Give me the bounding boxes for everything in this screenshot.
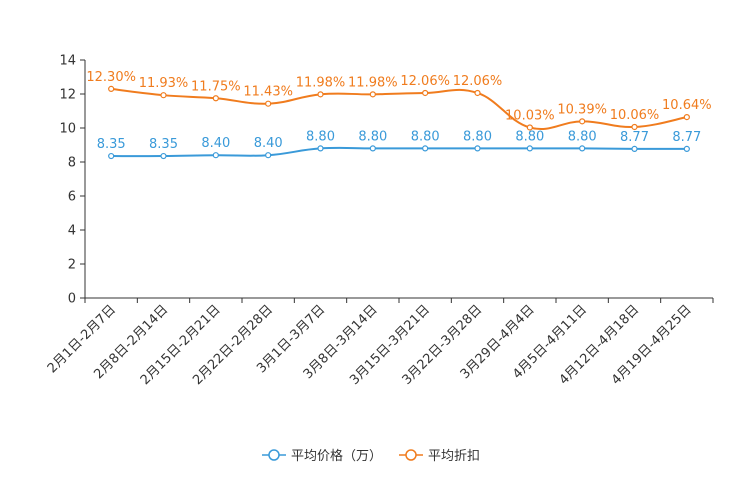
data-label: 11.98%	[296, 75, 346, 90]
data-point[interactable]	[579, 145, 586, 152]
data-label: 8.77	[620, 130, 649, 145]
legend[interactable]: 平均价格（万） 平均折扣	[262, 448, 480, 464]
y-tick-label: 4	[68, 224, 76, 239]
series-line-1	[111, 87, 688, 130]
y-tick-label: 2	[68, 258, 76, 273]
y-tick-label: 0	[68, 292, 76, 307]
data-point[interactable]	[422, 145, 429, 152]
series-line-0	[111, 146, 687, 158]
data-label: 8.80	[358, 129, 387, 144]
data-label: 10.06%	[610, 108, 660, 123]
data-label: 11.98%	[348, 75, 398, 90]
data-point[interactable]	[474, 89, 481, 97]
axes: 024681012142月1日-2月7日2月8日-2月14日2月15日-2月21…	[45, 54, 714, 388]
data-point[interactable]	[526, 124, 533, 131]
data-point[interactable]	[265, 152, 272, 159]
data-point[interactable]	[369, 145, 376, 152]
data-label: 8.77	[672, 130, 701, 145]
data-point[interactable]	[160, 152, 167, 160]
data-label: 8.80	[568, 129, 597, 144]
data-label: 11.43%	[243, 85, 293, 100]
data-point[interactable]	[317, 91, 324, 98]
legend-marker-icon	[405, 449, 417, 461]
data-label: 8.80	[463, 129, 492, 144]
y-tick-label: 6	[68, 190, 76, 205]
data-label: 12.30%	[86, 70, 136, 85]
legend-label: 平均价格（万）	[291, 448, 382, 464]
y-tick-label: 12	[59, 88, 76, 103]
data-label: 10.39%	[557, 102, 607, 117]
data-label: 10.03%	[505, 108, 555, 123]
data-point[interactable]	[160, 92, 167, 99]
data-label: 8.80	[515, 129, 544, 144]
data-label: 12.06%	[453, 74, 503, 89]
data-label: 11.93%	[139, 76, 189, 91]
data-point[interactable]	[631, 145, 638, 153]
legend-label: 平均折扣	[428, 449, 480, 464]
data-point[interactable]	[212, 152, 219, 159]
data-label: 8.40	[201, 136, 230, 151]
data-label: 12.06%	[400, 74, 450, 89]
y-tick-label: 8	[68, 156, 76, 171]
data-label: 8.80	[411, 129, 440, 144]
data-point[interactable]	[317, 145, 324, 152]
data-point[interactable]	[631, 123, 638, 131]
data-point[interactable]	[265, 100, 272, 107]
data-label: 11.75%	[191, 79, 241, 94]
legend-item-0[interactable]: 平均价格（万）	[262, 448, 382, 464]
data-point[interactable]	[108, 85, 115, 93]
data-point[interactable]	[683, 114, 690, 121]
legend-marker-icon	[268, 449, 280, 461]
data-point[interactable]	[108, 152, 115, 160]
data-point[interactable]	[579, 118, 586, 125]
data-label: 8.40	[254, 136, 283, 151]
y-tick-label: 14	[59, 54, 76, 69]
y-tick-label: 10	[59, 122, 76, 137]
data-point[interactable]	[474, 145, 481, 152]
data-label: 8.80	[306, 129, 335, 144]
legend-item-1[interactable]: 平均折扣	[399, 449, 480, 464]
data-label: 8.35	[97, 137, 126, 152]
data-point[interactable]	[369, 91, 376, 98]
series-layer	[108, 85, 690, 160]
data-labels: 8.35 8.35 8.40 8.40 8.80 8.80 8.80 8.80 8.80 8.80…	[86, 70, 711, 152]
data-point[interactable]	[212, 95, 219, 102]
data-point[interactable]	[683, 145, 690, 153]
data-point[interactable]	[422, 89, 429, 97]
data-point[interactable]	[526, 145, 533, 152]
data-label: 8.35	[149, 137, 178, 152]
data-label: 10.64%	[662, 98, 712, 113]
